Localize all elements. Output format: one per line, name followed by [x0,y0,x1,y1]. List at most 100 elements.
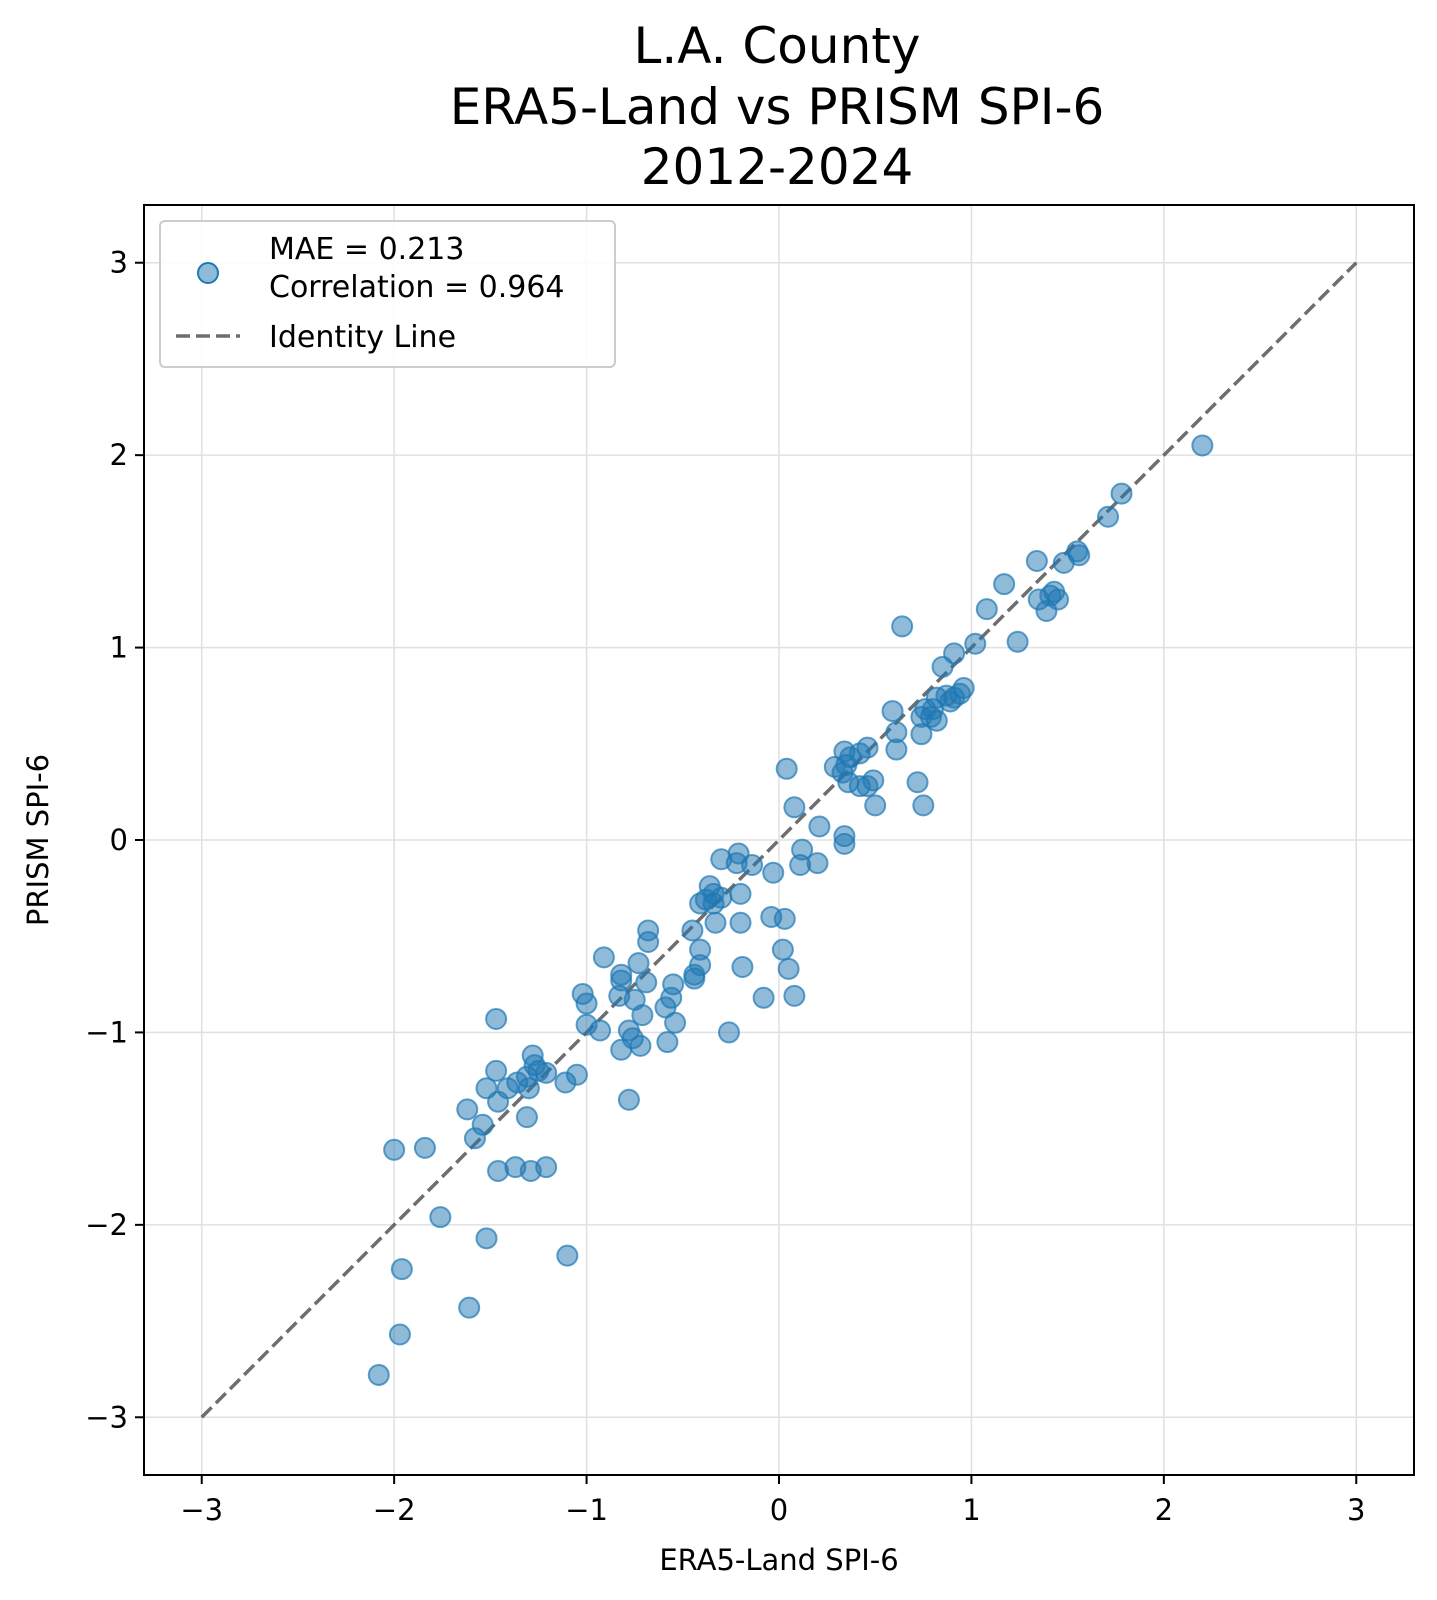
x-tick-label-6: 3 [1347,1493,1365,1527]
y-tick-label-5: 2 [110,438,128,472]
data-point-103 [610,1038,633,1061]
data-point-33 [885,738,908,761]
y-axis-label: PRISM SPI-6 [21,754,55,926]
chart-title-line-1: L.A. County [634,17,921,75]
data-point-30 [881,700,904,723]
data-points [367,434,1214,1386]
legend-mae-text: MAE = 0.213 [269,232,464,267]
y-tick-label-4: 1 [110,631,128,665]
data-point-134 [390,1258,413,1281]
data-point-81 [783,984,806,1007]
data-point-60 [725,852,748,875]
data-point-131 [429,1206,452,1229]
data-point-15 [964,632,987,655]
chart-title-line-2: ERA5-Land vs PRISM SPI-6 [450,78,1105,136]
x-tick-label-0: −3 [180,1493,223,1527]
data-point-136 [388,1323,411,1346]
data-point-86 [635,971,658,994]
x-tick-label-2: −1 [565,1493,608,1527]
x-tick-label-5: 2 [1155,1493,1173,1527]
data-point-128 [487,1159,510,1182]
data-point-130 [383,1138,406,1161]
y-tick-label-6: 3 [110,246,128,280]
x-tick-label-1: −2 [373,1493,416,1527]
data-point-77 [773,907,796,930]
data-point-78 [771,938,794,961]
data-point-47 [864,794,887,817]
data-point-14 [1006,630,1029,653]
x-axis-ticks: −3 −2 −1 0 1 2 3 [180,1475,1365,1527]
data-point-97 [664,1011,687,1034]
data-point-13 [975,598,998,621]
data-point-93 [575,992,598,1015]
data-point-12 [993,573,1016,596]
x-axis-label: ERA5-Land SPI-6 [659,1543,898,1577]
data-point-122 [463,1127,486,1150]
data-point-137 [367,1363,390,1386]
y-tick-label-3: 0 [110,823,128,857]
data-point-49 [833,832,856,855]
data-point-51 [783,796,806,819]
data-point-70 [681,919,704,942]
legend: MAE = 0.213 Correlation = 0.964 Identity… [159,220,616,368]
legend-box [159,220,616,368]
data-point-82 [717,1021,740,1044]
data-point-79 [777,957,800,980]
data-point-132 [475,1227,498,1250]
data-point-6 [1025,549,1048,572]
data-point-135 [458,1296,481,1319]
data-point-123 [456,1098,479,1121]
data-point-75 [731,956,754,978]
data-point-102 [617,1019,640,1042]
data-point-32 [910,723,933,746]
data-point-98 [631,1004,654,1027]
data-point-11 [1027,588,1050,611]
data-point-90 [608,984,631,1007]
data-point-91 [592,946,615,969]
data-point-55 [806,852,829,875]
y-tick-label-0: −3 [85,1400,128,1434]
identity-line-layer [200,261,1358,1419]
data-point-133 [556,1244,579,1267]
data-point-119 [485,1007,508,1030]
data-point-44 [862,769,885,792]
data-point-67 [689,892,712,915]
data-point-68 [704,911,727,934]
y-axis-ticks: −3 −2 −1 0 1 2 3 [85,246,144,1434]
legend-identity-text: Identity Line [269,320,456,355]
y-tick-label-1: −2 [85,1208,128,1242]
x-tick-label-4: 1 [962,1493,980,1527]
chart-title-line-3: 2012-2024 [641,138,914,196]
data-point-129 [413,1136,436,1159]
data-point-96 [654,996,677,1019]
x-tick-label-3: 0 [770,1493,788,1527]
data-point-106 [617,1088,640,1111]
data-point-124 [515,1106,538,1129]
data-point-74 [683,967,706,990]
data-point-45 [906,771,929,794]
data-point-120 [475,1077,498,1100]
data-point-18 [891,615,914,638]
data-point-108 [554,1071,577,1094]
data-point-112 [521,1044,544,1067]
data-point-46 [912,794,935,817]
data-point-1 [1110,482,1133,505]
data-point-50 [808,815,831,838]
data-point-0 [1191,434,1214,457]
data-point-5 [1052,551,1075,574]
identity-line [200,261,1358,1419]
data-point-69 [729,911,752,934]
data-point-105 [575,1013,598,1036]
legend-scatter-marker [197,262,219,284]
grid-lines [144,205,1414,1475]
data-point-84 [637,930,660,953]
data-point-117 [485,1059,508,1082]
data-point-99 [656,1031,679,1054]
data-point-56 [762,861,785,884]
data-point-17 [931,655,954,678]
data-point-85 [627,952,650,975]
data-point-52 [775,757,798,780]
legend-correlation-text: Correlation = 0.964 [269,270,565,305]
data-point-80 [752,986,775,1009]
